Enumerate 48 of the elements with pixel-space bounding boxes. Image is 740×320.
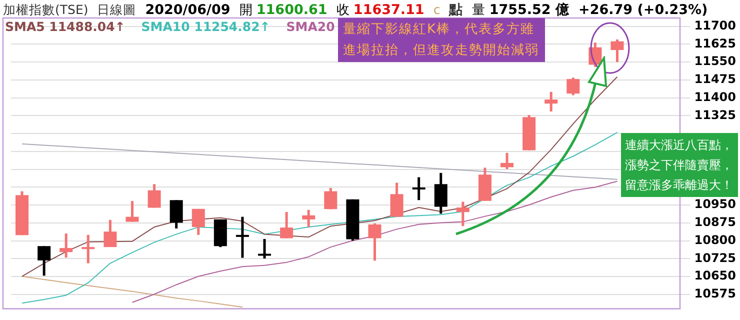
candlestick	[60, 232, 73, 259]
text: SMA20	[286, 19, 335, 34]
candlestick	[456, 200, 470, 228]
annotation: 點	[449, 1, 464, 19]
chart-subtitle: 日線圖	[97, 2, 136, 19]
annotation: 收 11637.11	[336, 2, 424, 18]
y-tick-label: 11400	[694, 90, 736, 104]
annotation: 連續大漲近八百點，漲勢之下伴隨賣壓，留意漲多乖離過大！	[621, 133, 738, 197]
y-tick-label: 11325	[694, 108, 736, 122]
candlestick	[500, 152, 514, 170]
candlestick	[192, 208, 205, 236]
annotation: 開 11600.61	[239, 2, 328, 18]
text: SMA10 11254.82↑	[141, 19, 270, 34]
candlestick	[258, 238, 272, 260]
annotation: 量 1755.52 億	[472, 2, 570, 18]
candlestick	[302, 208, 316, 228]
candlestick	[544, 90, 558, 113]
y-tick-label: 11625	[694, 36, 736, 50]
candlestick	[82, 234, 95, 265]
candlestick	[148, 182, 161, 209]
y-tick-label: 10875	[694, 215, 736, 230]
candlestick	[566, 76, 580, 96]
candlestick	[236, 216, 249, 260]
chart-title: 加權指數(TSE)	[3, 2, 88, 19]
y-tick-label: 10575	[694, 286, 736, 301]
y-tick-label: 10950	[694, 197, 736, 212]
candlestick	[412, 176, 426, 202]
candlestick	[610, 38, 624, 64]
candlestick	[170, 198, 183, 230]
candlestick	[368, 222, 382, 262]
candlestick	[280, 210, 294, 240]
candlestick	[390, 181, 404, 218]
candlestick	[104, 218, 117, 248]
candlestick	[434, 172, 448, 215]
y-tick-label: 10650	[694, 268, 736, 283]
annotation: 量縮下影線紅K棒，代表多方雖進場拉抬，但進攻走勢開始減弱	[338, 18, 545, 62]
y-tick-label: 10800	[694, 232, 736, 247]
y-tick-label: 10725	[694, 250, 736, 265]
text: c	[433, 2, 440, 17]
annotation: +26.79 (+0.23%)	[578, 2, 708, 18]
annotation: 2020/06/09	[145, 2, 230, 18]
y-tick-label: 11475	[694, 72, 736, 86]
y-tick-label: 11550	[694, 54, 736, 68]
text: SMA5 11488.04↑	[5, 19, 126, 34]
candlestick	[324, 186, 338, 210]
candlestick	[38, 244, 51, 277]
y-tick-label: 11700	[694, 18, 736, 32]
candlestick	[126, 200, 139, 224]
